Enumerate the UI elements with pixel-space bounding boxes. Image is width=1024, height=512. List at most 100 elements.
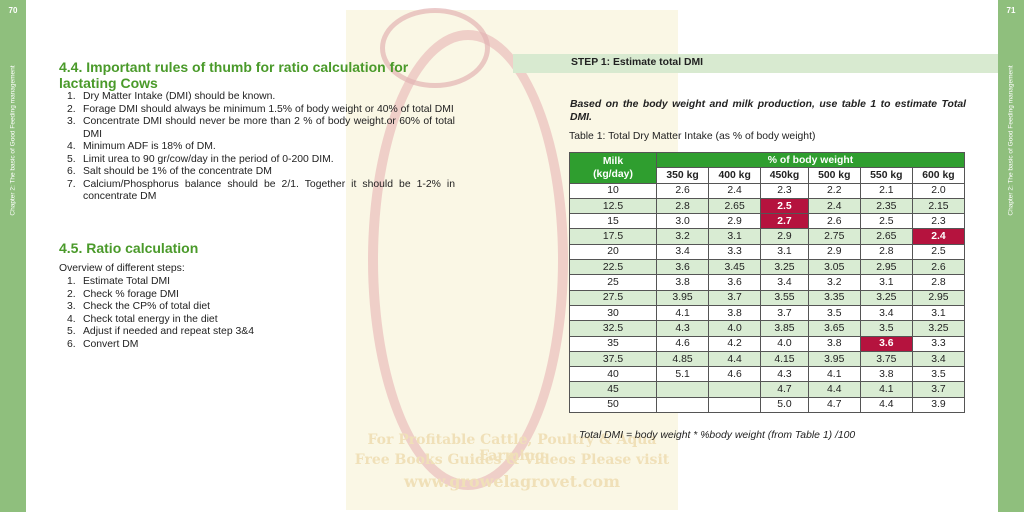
left-sidebar: 70 Chapter 2: The basic of Good Feeding … [0,0,26,512]
watermark-logo [380,8,490,88]
value-cell: 4.2 [708,335,762,352]
step-1-instruction: Based on the body weight and milk produc… [570,99,966,123]
highlighted-value-cell: 2.7 [760,213,809,230]
rule-item-text: Forage DMI should always be minimum 1.5%… [83,103,454,115]
value-cell: 3.55 [760,289,809,306]
table-caption: Table 1: Total Dry Matter Intake (as % o… [569,131,816,142]
step-item: 4. Check total energy in the diet [59,314,359,327]
table-row: 10 2.6 2.4 2.3 2.2 2.1 2.0 [569,182,966,199]
value-cell: 3.4 [859,304,913,322]
rule-item: 6. Salt should be 1% of the concentrate D… [59,166,455,179]
value-cell: 2.8 [859,243,913,261]
value-cell: 3.6 [655,259,710,276]
value-cell: 3.2 [655,228,710,245]
value-cell: 3.85 [760,320,809,337]
value-cell: 3.75 [859,350,913,368]
value-cell: 2.2 [807,182,861,199]
value-cell: 3.4 [760,274,809,291]
value-cell: 3.1 [708,228,762,245]
value-cell: 2.8 [911,274,966,291]
rule-item-text: Calcium/Phosphorus balance should be 2/1… [83,178,455,203]
watermark-line1: For Profitable Cattle, Poultry & Aqua Fa… [367,432,657,464]
milk-cell: 15 [569,213,657,230]
value-cell: 2.9 [708,213,762,230]
value-cell: 4.7 [760,381,809,398]
value-cell: 4.1 [859,381,913,398]
table-row: 22.5 3.6 3.45 3.25 3.05 2.95 2.6 [569,259,966,276]
rule-item-text: Limit urea to 90 gr/cow/day in the perio… [83,153,334,165]
steps-list: 1. Estimate Total DMI 2. Check % forage DMI… [59,276,359,351]
value-cell: 3.5 [807,304,861,322]
step-item-text: Check the CP% of total diet [83,301,211,312]
value-cell: 3.1 [911,304,966,322]
value-cell: 3.35 [807,289,861,306]
milk-cell: 40 [569,366,657,383]
table-row: 30 4.1 3.8 3.7 3.5 3.4 3.1 [569,304,966,322]
overview-label: Overview of different steps: [59,263,185,274]
highlighted-value-cell: 2.5 [760,197,809,215]
step-1-title: STEP 1: Estimate total DMI [571,57,704,68]
value-cell: 4.15 [760,350,809,368]
step-item-number: 6. [67,338,76,350]
rule-item-text: Concentrate DMI should never be more tha… [83,116,455,140]
weight-header-cell: 400 kg [708,167,762,184]
value-cell: 2.65 [859,228,913,245]
value-cell: 2.95 [911,289,966,306]
value-cell: 2.5 [911,243,966,261]
value-cell: 4.0 [760,335,809,352]
rule-item: 1. Dry Matter Intake (DMI) should be know… [59,91,455,104]
right-sidebar: 71 Chapter 2: The basic of Good Feeding … [998,0,1024,512]
rule-item: 5. Limit urea to 90 gr/cow/day in the per… [59,154,455,167]
value-cell: 4.4 [807,381,861,398]
rule-item: 4. Minimum ADF is 18% of DM. [59,141,455,154]
value-cell: 3.9 [911,396,966,414]
milk-cell: 45 [569,381,657,398]
table-row: 35 4.6 4.2 4.0 3.8 3.6 3.3 [569,335,966,352]
value-cell: 3.45 [708,259,762,276]
rule-item: 2. Forage DMI should always be minimum 1.… [59,104,455,117]
milk-header-line1: Milk [602,155,624,167]
value-cell: 3.8 [655,274,710,291]
value-cell [708,396,762,414]
value-cell: 4.85 [655,350,710,368]
table-row: 25 3.8 3.6 3.4 3.2 3.1 2.8 [569,274,966,291]
milk-cell: 22.5 [569,259,657,276]
table-row: 32.5 4.3 4.0 3.85 3.65 3.5 3.25 [569,320,966,337]
milk-cell: 50 [569,396,657,414]
value-cell: 2.6 [807,213,861,230]
value-cell: 3.3 [708,243,762,261]
table-row: 50 5.0 4.7 4.4 3.9 [569,396,966,414]
value-cell: 4.1 [655,304,710,322]
value-cell: 3.5 [911,366,966,383]
value-cell: 2.3 [760,182,809,199]
value-cell: 2.4 [807,197,861,215]
value-cell: 3.4 [911,350,966,368]
value-cell: 3.0 [655,213,710,230]
value-cell: 3.3 [911,335,966,352]
step-item-number: 1. [67,276,76,287]
highlighted-value-cell: 3.6 [859,335,913,352]
rule-item: 7. Calcium/Phosphorus balance should be 2… [59,179,455,204]
table-body: 10 2.6 2.4 2.3 2.2 2.1 2.0 12.5 2.8 2.65 2.5 2.4 2.3… [569,182,966,414]
step-item-text: Check % forage DMI [83,288,179,300]
value-cell: 2.1 [859,182,913,199]
step-item-number: 4. [67,313,76,325]
milk-cell: 32.5 [569,320,657,337]
step-item: 3. Check the CP% of total diet [59,301,359,314]
weight-header-row: 350 kg 400 kg 450kg 500 kg 550 kg 600 kg [570,167,966,184]
value-cell: 4.0 [708,320,762,337]
value-cell: 2.95 [859,259,913,276]
milk-cell: 25 [569,274,657,291]
body-weight-group-header: % of body weight [656,151,965,169]
value-cell: 2.8 [655,197,710,215]
value-cell: 3.95 [655,289,710,306]
value-cell: 4.3 [655,320,710,337]
value-cell [655,381,710,398]
value-cell: 5.0 [760,396,809,414]
milk-cell: 30 [569,304,657,322]
step-item: 5. Adjust if needed and repeat step 3&4 [59,326,359,339]
value-cell: 5.1 [655,366,710,383]
value-cell: 2.6 [911,259,966,276]
step-item: 6. Convert DM [59,339,359,352]
weight-header-cell: 450kg [760,167,809,184]
